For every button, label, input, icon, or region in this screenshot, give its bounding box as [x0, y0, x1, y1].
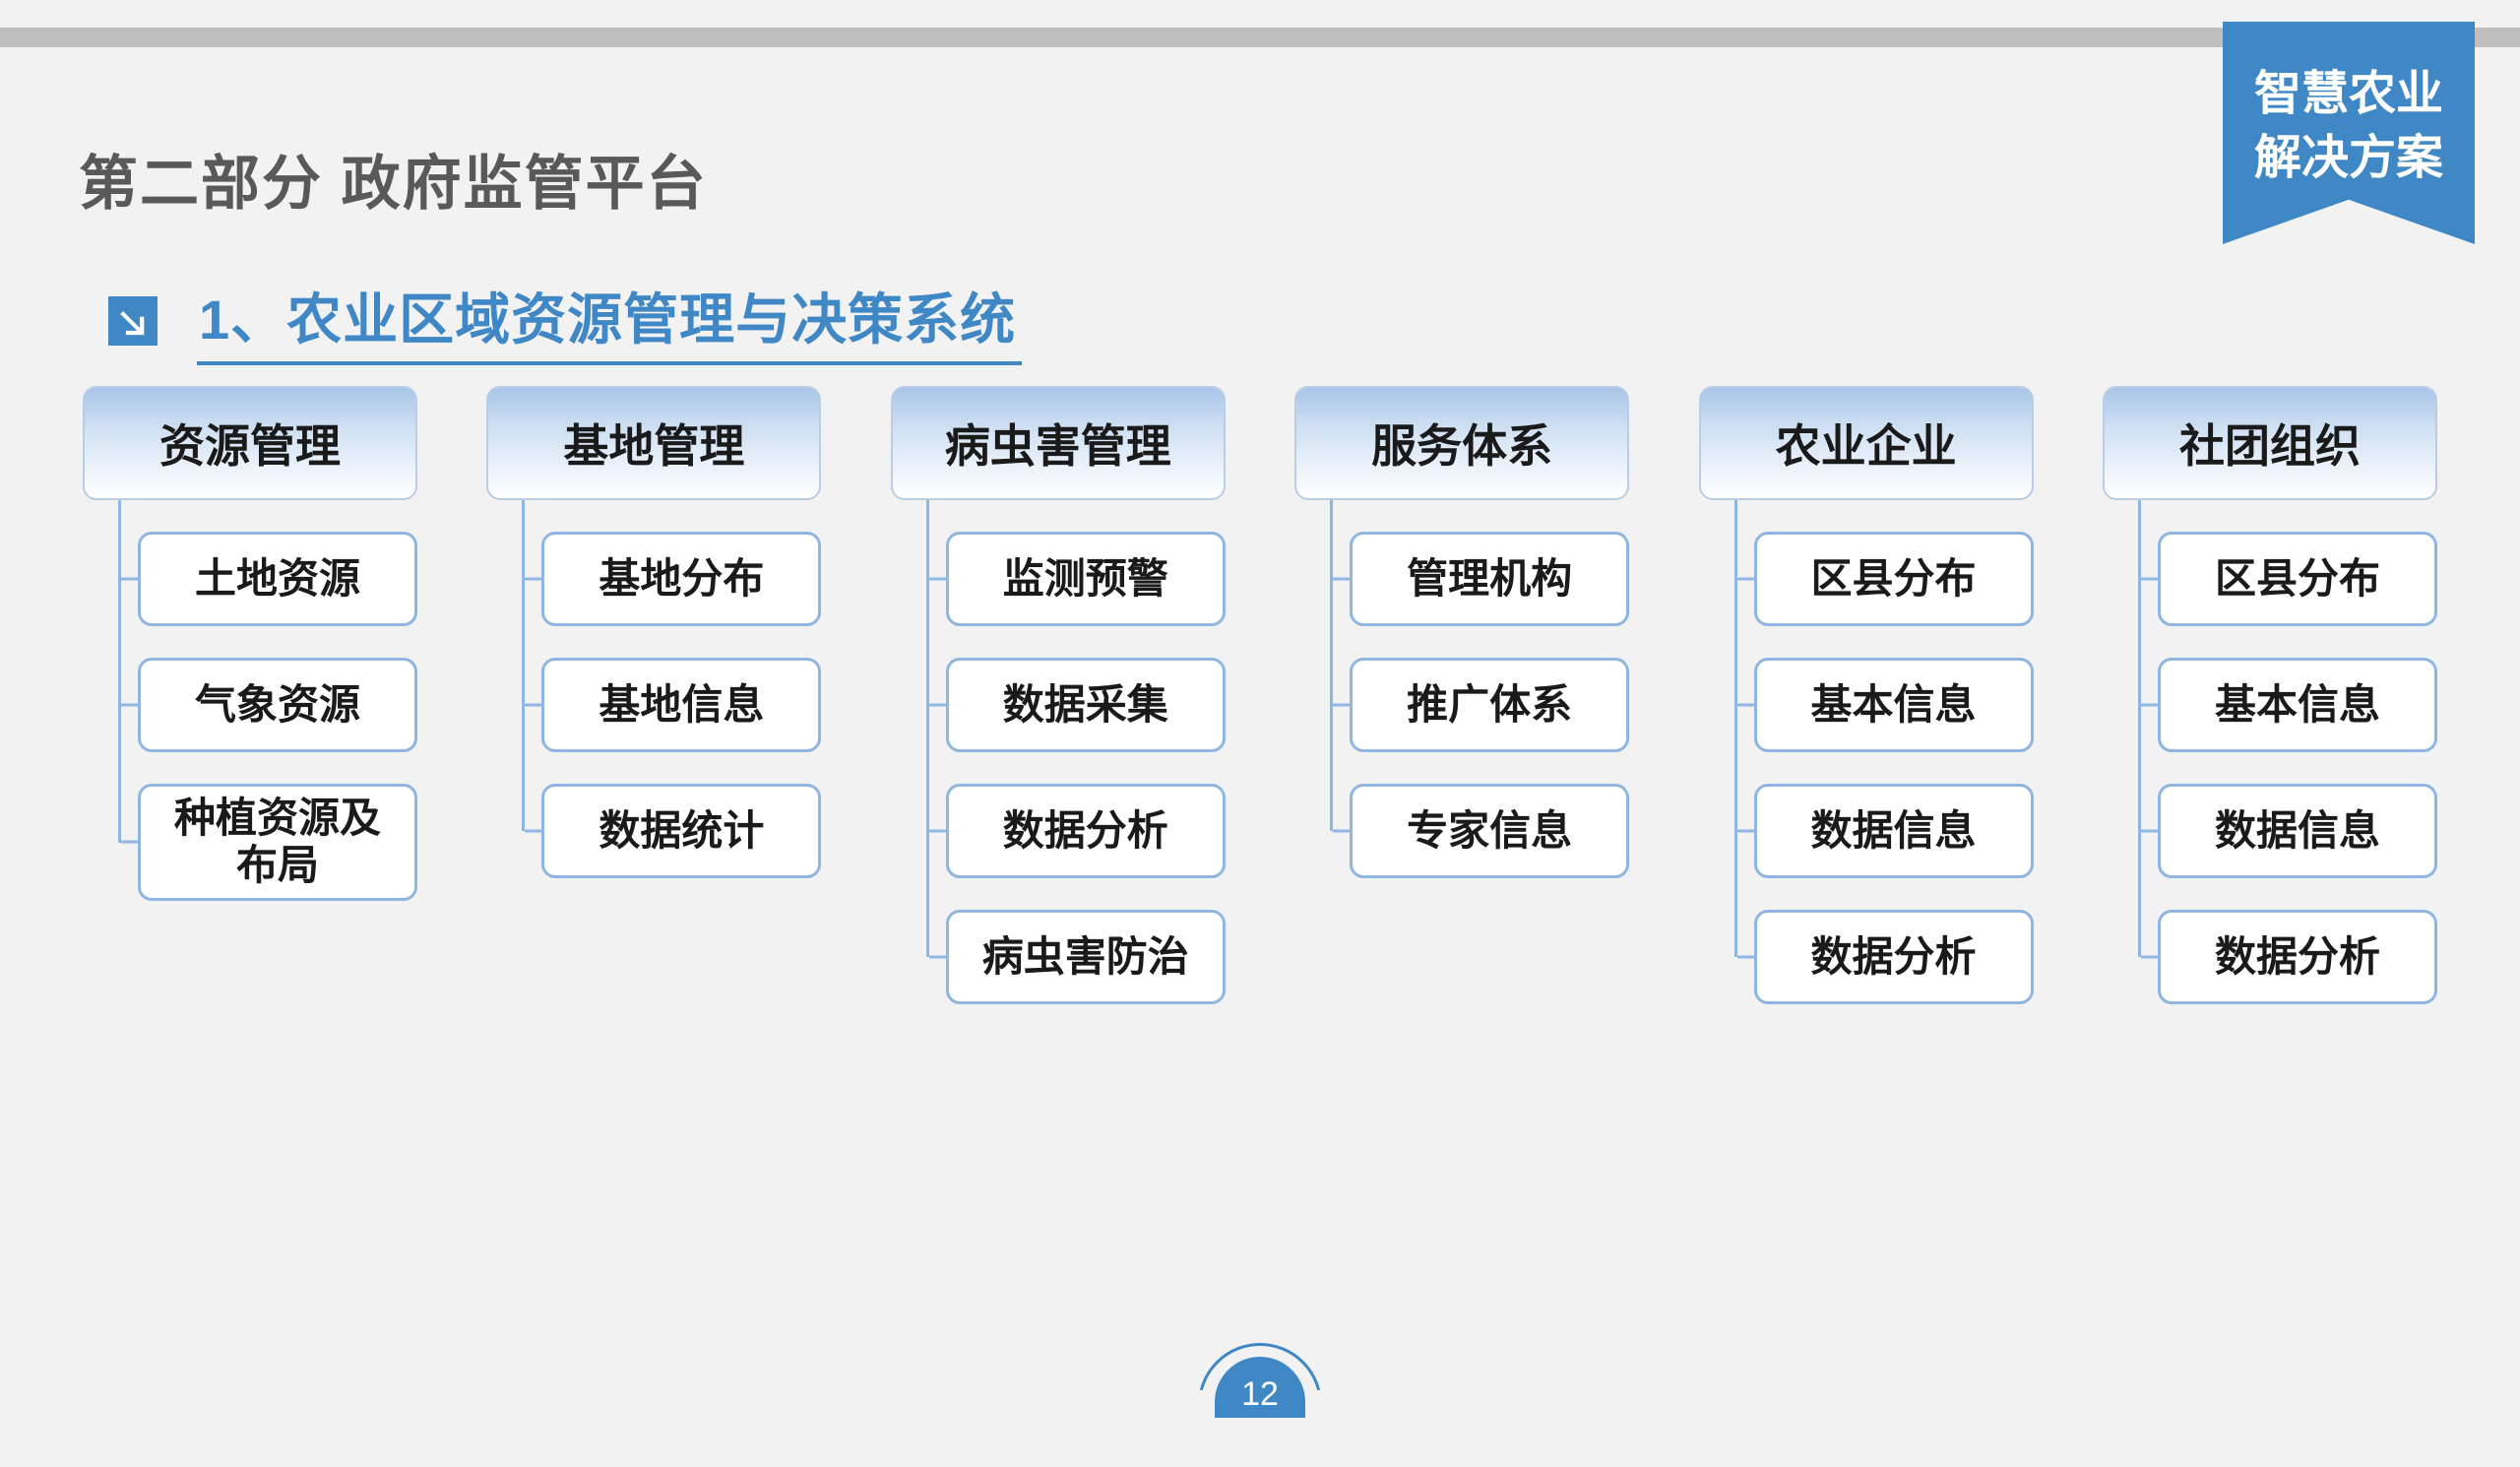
column-item: 专家信息 — [1350, 784, 1629, 878]
column-item: 区县分布 — [1754, 532, 2034, 626]
column-branch: 土地资源气象资源种植资源及布局 — [83, 500, 417, 901]
page-number: 12 — [1215, 1357, 1305, 1418]
column-head: 病虫害管理 — [891, 386, 1226, 500]
column-item: 数据分析 — [1754, 910, 2034, 1004]
column-head: 社团组织 — [2103, 386, 2437, 500]
column-item: 基本信息 — [1754, 658, 2034, 752]
column-item: 气象资源 — [138, 658, 417, 752]
column: 服务体系管理机构推广体系专家信息 — [1294, 386, 1629, 1004]
subtitle-row: 1、农业区域资源管理与决策系统 — [108, 276, 1022, 365]
column: 病虫害管理监测预警数据采集数据分析病虫害防治 — [891, 386, 1226, 1004]
column-head: 基地管理 — [486, 386, 821, 500]
column: 农业企业区县分布基本信息数据信息数据分析 — [1699, 386, 2034, 1004]
ribbon-badge: 智慧农业 解决方案 — [2223, 22, 2475, 244]
column-head: 资源管理 — [83, 386, 417, 500]
org-columns: 资源管理土地资源气象资源种植资源及布局基地管理基地分布基地信息数据统计病虫害管理… — [83, 386, 2437, 1004]
column-item: 数据统计 — [541, 784, 821, 878]
column-branch: 监测预警数据采集数据分析病虫害防治 — [891, 500, 1226, 1004]
ribbon-line1: 智慧农业 — [2254, 63, 2443, 127]
column-item: 监测预警 — [946, 532, 1226, 626]
column: 社团组织区县分布基本信息数据信息数据分析 — [2103, 386, 2437, 1004]
page-title: 第二部分 政府监管平台 — [79, 136, 708, 222]
column-item: 基本信息 — [2158, 658, 2437, 752]
column-item: 基地信息 — [541, 658, 821, 752]
column-item: 数据信息 — [1754, 784, 2034, 878]
column-item: 基地分布 — [541, 532, 821, 626]
column-item: 管理机构 — [1350, 532, 1629, 626]
column-branch: 基地分布基地信息数据统计 — [486, 500, 821, 878]
column-item: 数据信息 — [2158, 784, 2437, 878]
top-bar — [0, 28, 2520, 47]
column-item: 数据采集 — [946, 658, 1226, 752]
arrow-down-right-icon — [108, 296, 158, 346]
column-branch: 管理机构推广体系专家信息 — [1294, 500, 1629, 878]
column-item: 数据分析 — [2158, 910, 2437, 1004]
column-branch: 区县分布基本信息数据信息数据分析 — [1699, 500, 2034, 1004]
column-item: 区县分布 — [2158, 532, 2437, 626]
column-item: 推广体系 — [1350, 658, 1629, 752]
column-item: 土地资源 — [138, 532, 417, 626]
column-item: 数据分析 — [946, 784, 1226, 878]
column-branch: 区县分布基本信息数据信息数据分析 — [2103, 500, 2437, 1004]
ribbon-line2: 解决方案 — [2254, 127, 2443, 191]
column: 资源管理土地资源气象资源种植资源及布局 — [83, 386, 417, 1004]
column-item: 病虫害防治 — [946, 910, 1226, 1004]
column: 基地管理基地分布基地信息数据统计 — [486, 386, 821, 1004]
column-head: 农业企业 — [1699, 386, 2034, 500]
column-head: 服务体系 — [1294, 386, 1629, 500]
column-item: 种植资源及布局 — [138, 784, 417, 901]
section-subtitle: 1、农业区域资源管理与决策系统 — [197, 276, 1022, 365]
